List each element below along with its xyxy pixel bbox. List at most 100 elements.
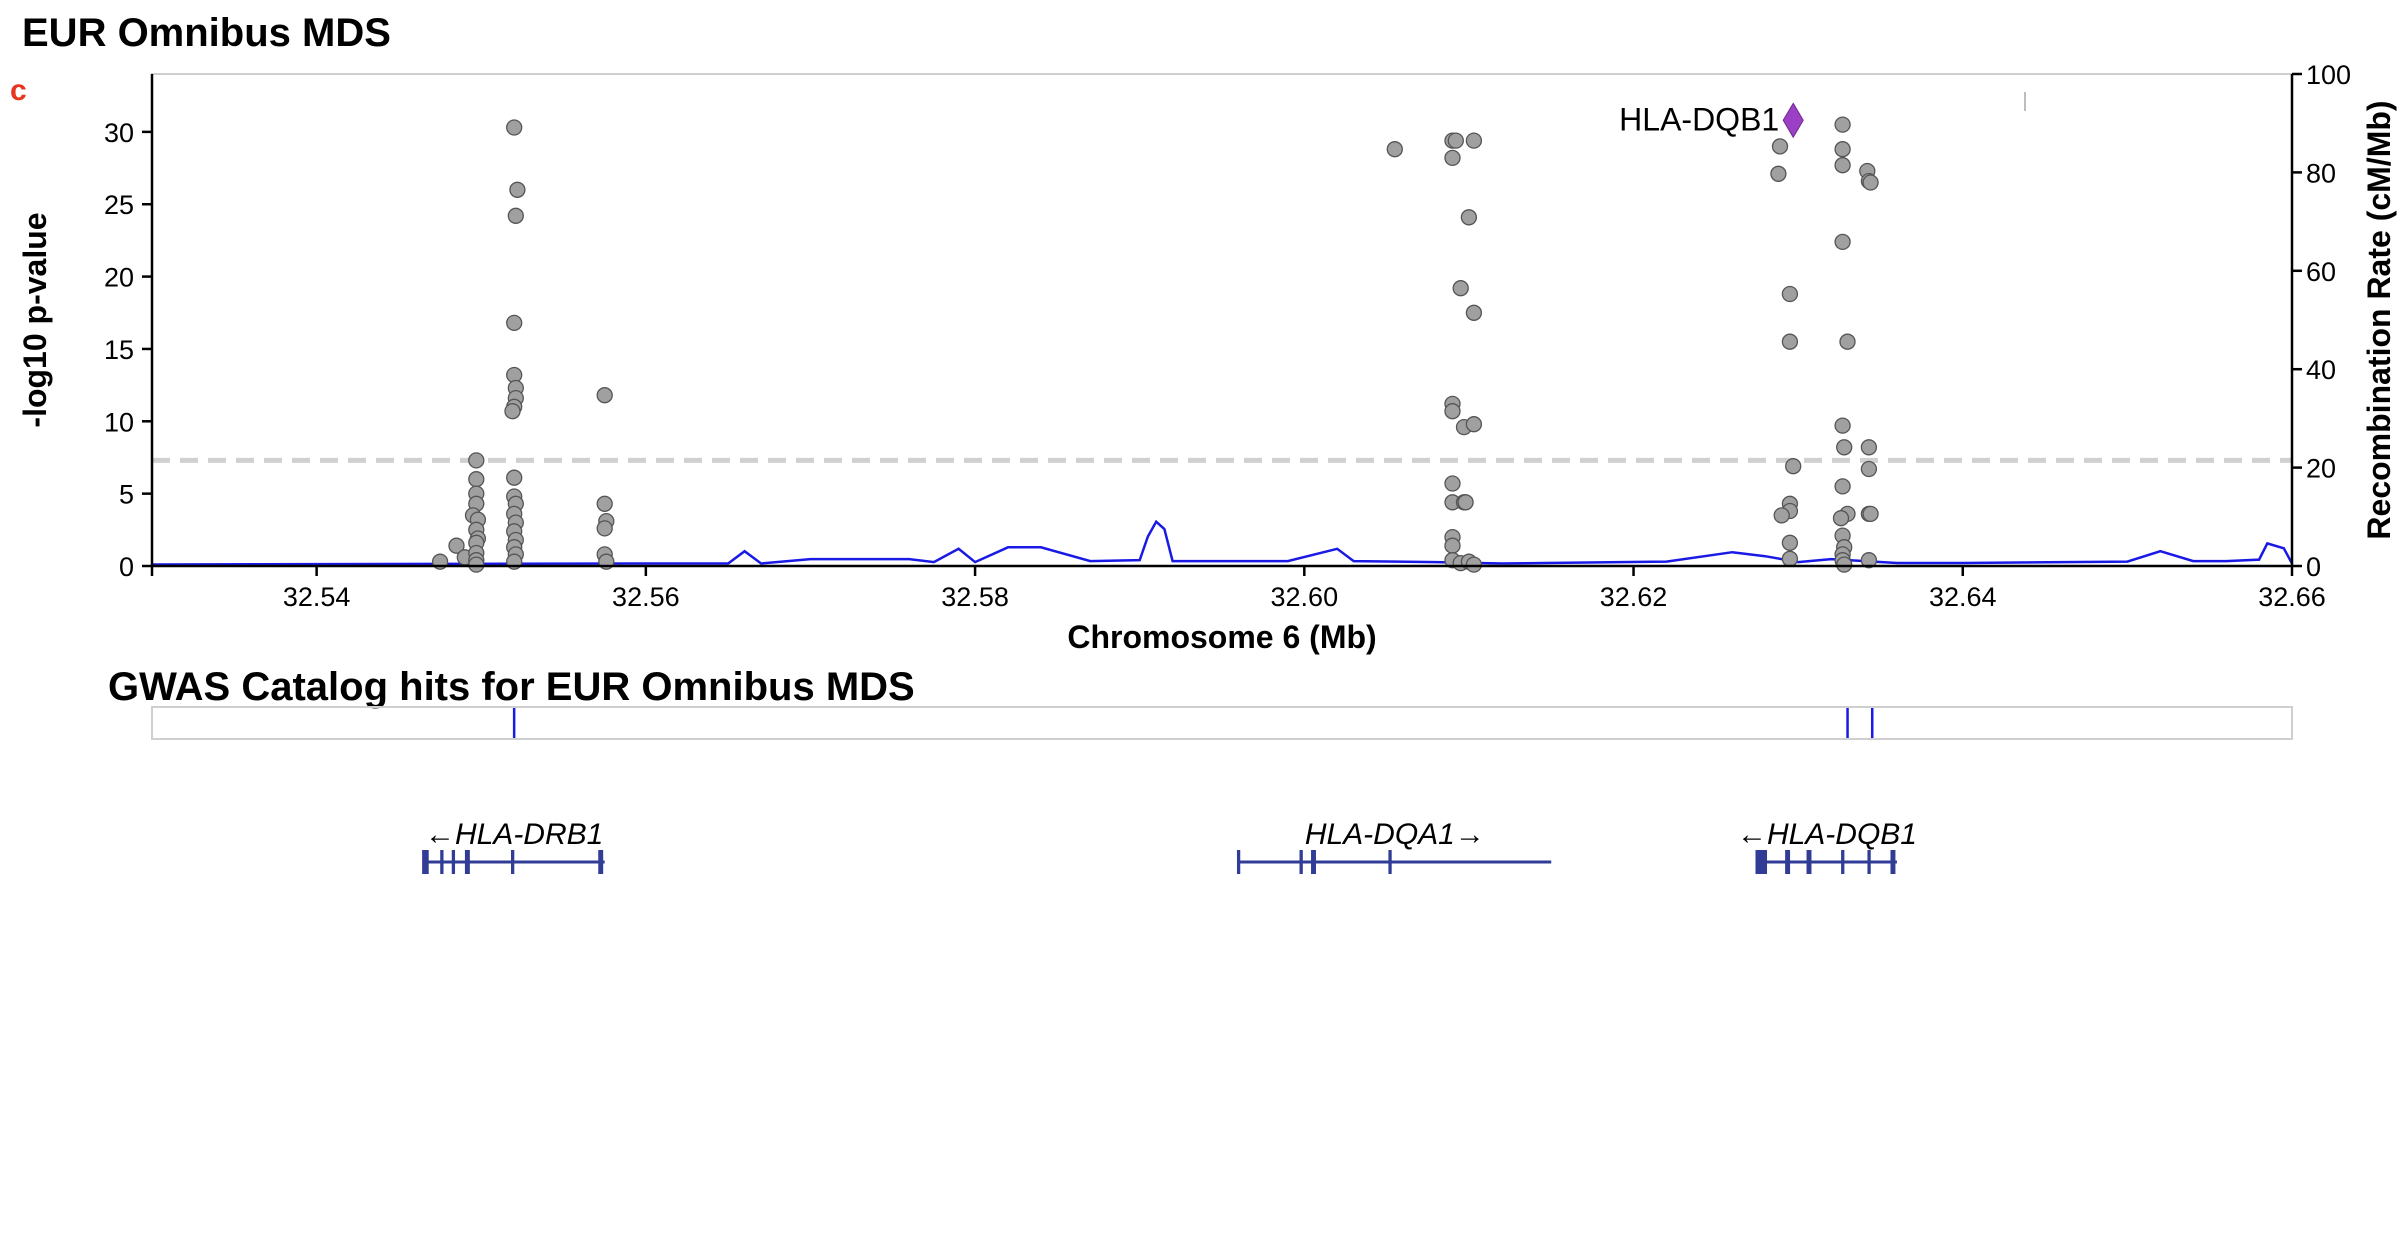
association-point [1452, 280, 1469, 297]
axes [150, 74, 2294, 568]
association-point [1465, 416, 1483, 433]
gene-exon [598, 850, 604, 874]
y-tick-label: 15 [104, 335, 134, 365]
association-point [1860, 460, 1878, 478]
association-point [1447, 132, 1464, 149]
association-point [1781, 550, 1799, 567]
gene: ←HLA-DRB1 [422, 818, 605, 874]
association-point [596, 520, 613, 537]
y2-tick-label: 100 [2306, 60, 2351, 90]
y-tick-label: 10 [104, 407, 134, 437]
y-ticks: 0 5 10 15 20 25 30 [104, 118, 152, 582]
x-tick-label: 32.58 [941, 582, 1009, 612]
x-tick-label: 32.62 [1600, 582, 1668, 612]
y-tick-label: 30 [104, 118, 134, 148]
association-point [1386, 141, 1403, 158]
gene-exon [1236, 850, 1241, 874]
association-point [1781, 534, 1799, 551]
association-point [1444, 475, 1461, 492]
y-tick-label: 5 [119, 480, 134, 510]
association-point [504, 403, 521, 420]
association-point [1834, 478, 1851, 495]
gwas-hits-layer [512, 708, 1874, 738]
gene-exon [464, 850, 470, 874]
association-point [1770, 165, 1787, 182]
y2-tick-label: 0 [2306, 552, 2321, 582]
association-point [1860, 552, 1878, 569]
association-point [1839, 333, 1856, 350]
x-axis-label: Chromosome 6 (Mb) [1067, 619, 1376, 655]
association-point [1465, 556, 1483, 573]
gene-exon [1299, 850, 1303, 874]
association-point [1862, 174, 1879, 191]
association-point [506, 119, 523, 136]
x-tick-label: 32.60 [1271, 582, 1339, 612]
association-point [1781, 333, 1799, 350]
panel-letter: c [10, 74, 27, 107]
gwas-track-box [151, 706, 2293, 740]
association-point [1836, 439, 1853, 456]
association-point [596, 387, 613, 404]
recombination-rate-line [151, 519, 2294, 566]
association-point [1444, 149, 1461, 167]
gene-exon [1867, 850, 1871, 874]
x-tick-label: 32.56 [612, 582, 680, 612]
association-point [468, 471, 485, 488]
gene-exon [1806, 850, 1812, 874]
gene-exon [1785, 850, 1791, 874]
chart-title: EUR Omnibus MDS [22, 11, 391, 55]
gene-label: ←HLA-DRB1 [425, 818, 603, 851]
association-point [1832, 510, 1850, 527]
y2-tick-label: 20 [2306, 454, 2336, 484]
x-ticks: 32.54 32.56 32.58 32.60 32.62 32.64 32.66 [150, 566, 2326, 612]
association-point [1834, 141, 1851, 158]
y2-tick-label: 40 [2306, 355, 2336, 385]
association-point [1465, 132, 1483, 149]
gene-exon [511, 850, 515, 874]
association-point [1836, 556, 1853, 573]
association-point [1834, 116, 1851, 133]
association-point [507, 207, 524, 224]
lead-variant-diamond [1782, 102, 1804, 139]
association-point [448, 537, 465, 554]
gene-label: HLA-DQA1→ [1305, 818, 1485, 851]
gene-exon [1388, 850, 1392, 874]
association-point [509, 181, 526, 198]
association-point [1465, 304, 1483, 321]
gene-exon [1841, 850, 1845, 874]
gene: HLA-DQA1→ [1236, 818, 1552, 874]
association-point [468, 452, 485, 469]
association-point [1834, 233, 1851, 251]
y2-axis-label: Recombination Rate (cM/Mb) [2361, 100, 2397, 539]
gene-exon [422, 850, 429, 874]
y2-tick-label: 60 [2306, 257, 2336, 287]
y-tick-label: 20 [104, 263, 134, 293]
association-point [1771, 138, 1789, 155]
association-point [1860, 439, 1878, 456]
association-point [1834, 157, 1851, 174]
gene-label: ←HLA-DQB1 [1737, 818, 1917, 851]
y-axis-label: -log10 p-value [17, 212, 53, 427]
y2-ticks: 0 20 40 60 80 100 [2292, 60, 2351, 582]
x-tick-label: 32.66 [2258, 582, 2326, 612]
association-point [506, 314, 523, 332]
gene-track: ←HLA-DRB1 HLA-DQA1→ ←HLA-DQB1 [422, 818, 1917, 874]
association-point [1444, 537, 1461, 554]
recombination-layer [151, 519, 2294, 566]
gene-exon [1311, 850, 1316, 874]
association-point [468, 556, 485, 573]
association-point [1781, 285, 1799, 303]
association-points-layer [431, 116, 1879, 573]
association-point [1444, 403, 1461, 420]
gene-exon [1755, 850, 1768, 874]
association-point [1773, 507, 1790, 524]
lead-variant-label: HLA-DQB1 [1619, 101, 1779, 137]
gene-exon [451, 850, 456, 874]
association-point [596, 495, 613, 512]
x-tick-label: 32.54 [283, 582, 351, 612]
gene-exon [440, 850, 444, 874]
association-point [1785, 458, 1802, 475]
x-tick-label: 32.64 [1929, 582, 1997, 612]
association-point [1457, 494, 1474, 511]
